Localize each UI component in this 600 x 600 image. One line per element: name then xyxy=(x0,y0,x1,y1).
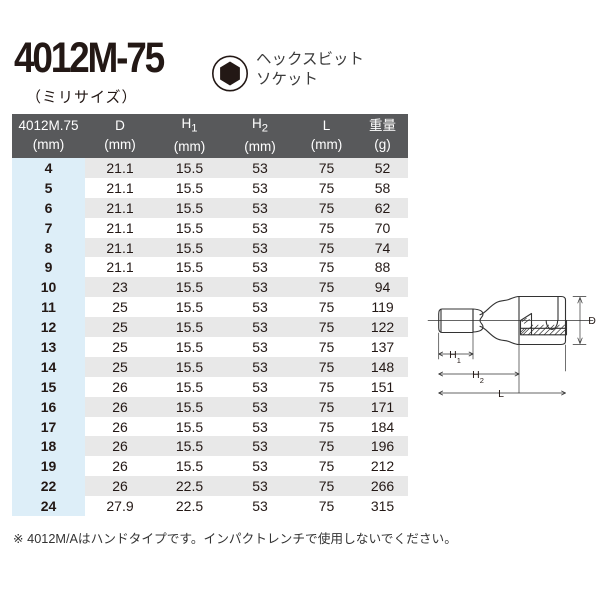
svg-text:L: L xyxy=(498,388,504,400)
svg-text:H2: H2 xyxy=(472,369,484,385)
svg-text:D: D xyxy=(588,315,596,327)
svg-text:H1: H1 xyxy=(449,349,461,365)
